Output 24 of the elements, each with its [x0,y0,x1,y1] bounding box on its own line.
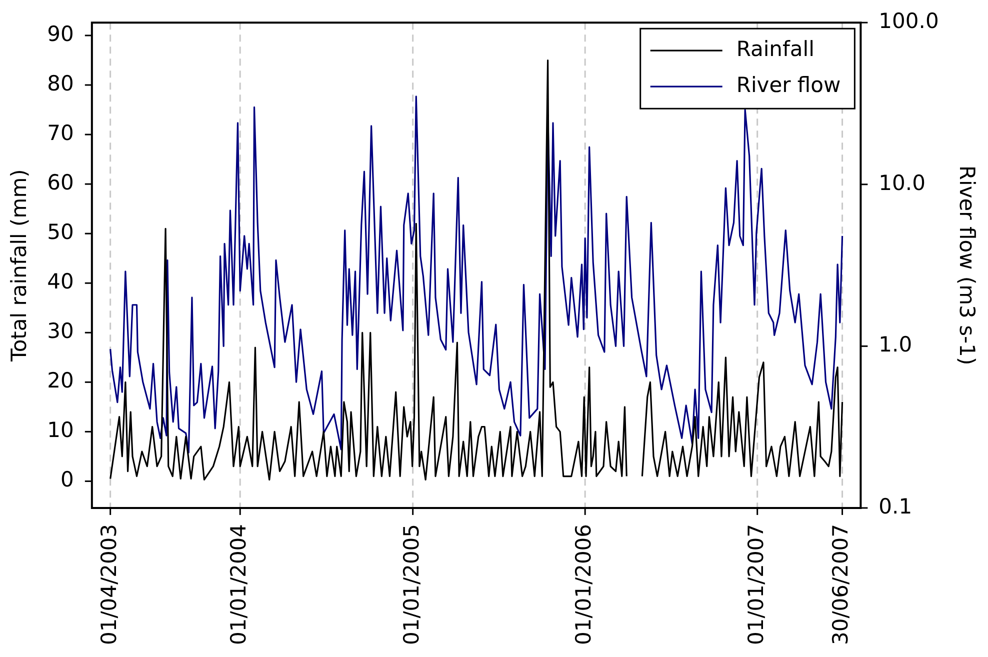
y-tick-label: 80 [47,71,74,96]
y-tick-label: 0 [60,468,74,492]
x-tick-label: 01/01/2007 [744,524,768,646]
y-tick-label: 60 [47,170,74,195]
y-tick-label: 70 [47,120,74,145]
y-tick-label: 30 [47,319,74,344]
x-tick-label: 01/04/2003 [96,524,121,646]
x-tick-label: 01/01/2006 [572,524,596,646]
x-tick-label: 01/01/2004 [226,524,251,646]
y2-tick-label: 100.0 [878,9,939,34]
y-tick-label: 40 [47,270,74,294]
y2-tick-label: 10.0 [878,170,926,195]
y-tick-label: 10 [47,418,74,442]
x-tick-label: 30/06/2007 [828,524,853,646]
y2-axis-title: River flow (m3 s-1) [954,165,979,366]
legend-label: River flow [736,73,841,98]
x-tick-label: 01/01/2005 [399,524,424,646]
y2-tick-label: 1.0 [878,332,912,357]
y2-tick-label: 0.1 [878,494,912,518]
y-axis-title: Total rainfall (mm) [7,169,32,362]
y-tick-label: 20 [47,368,74,393]
y-tick-label: 90 [47,22,74,46]
y-tick-label: 50 [47,220,74,244]
legend-label: Rainfall [736,37,814,62]
